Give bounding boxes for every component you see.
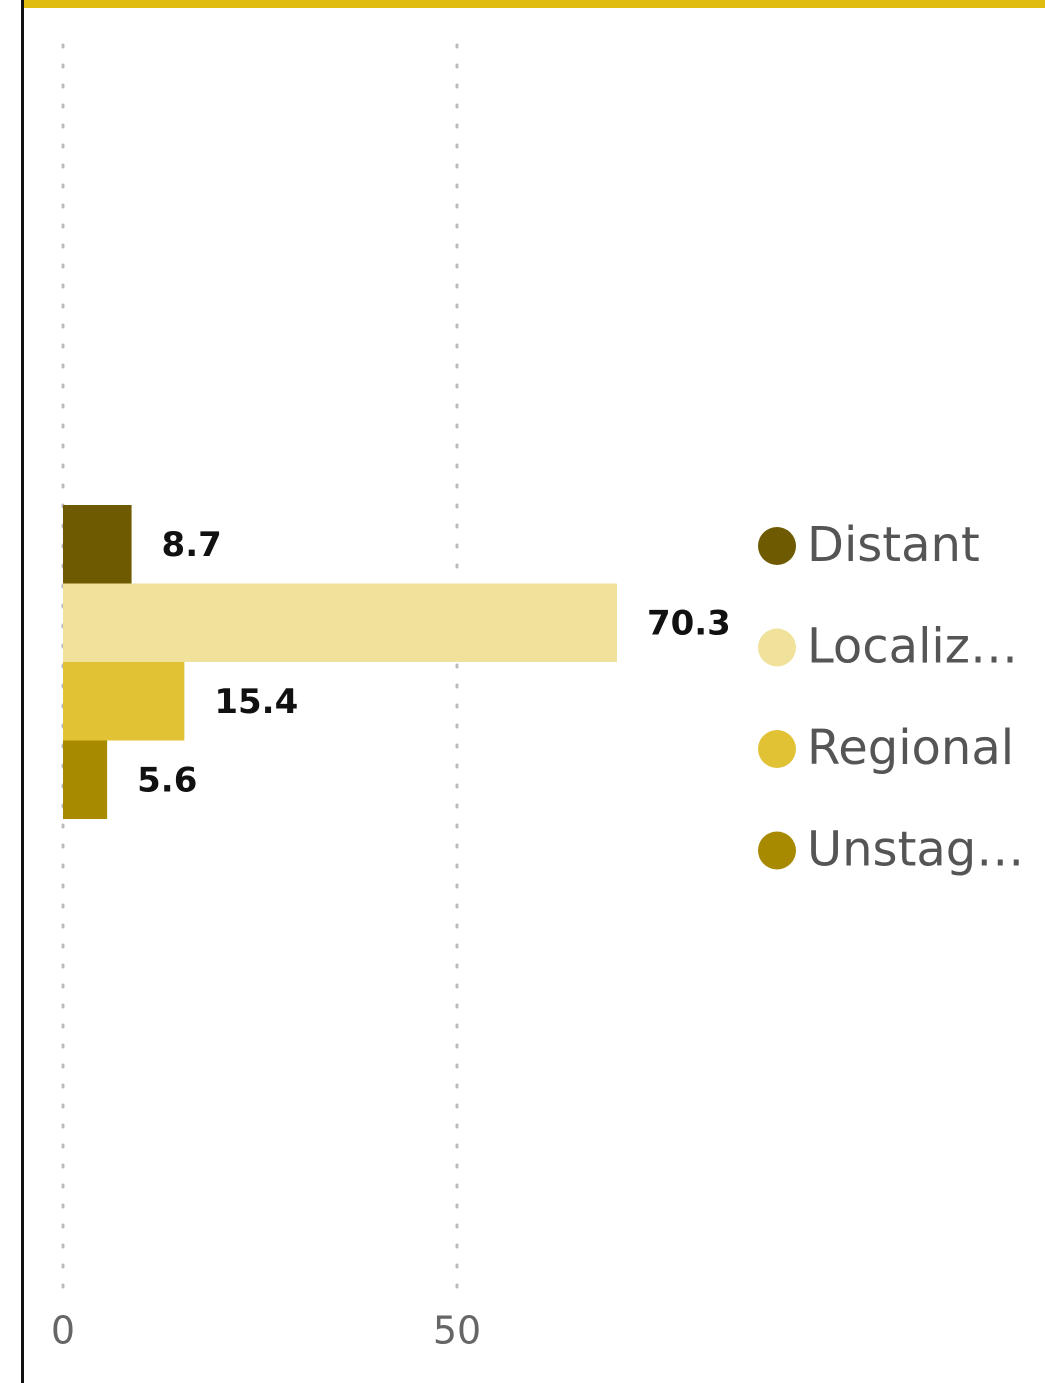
bar [63, 662, 185, 741]
legend-label: Distant [807, 517, 980, 573]
x-tick-label: 50 [433, 1309, 481, 1353]
legend-label: Unstag… [807, 822, 1024, 878]
data-label: 8.7 [162, 525, 222, 565]
bar [63, 583, 617, 662]
legend-swatch [758, 628, 796, 667]
data-label: 70.3 [647, 603, 731, 643]
data-label: 5.6 [137, 760, 197, 800]
data-label: 15.4 [214, 682, 298, 722]
legend-swatch [758, 730, 796, 768]
legend-swatch [758, 527, 796, 565]
bar [63, 740, 108, 819]
x-tick-label: 0 [51, 1309, 75, 1353]
bar [63, 505, 132, 584]
left-border [21, 0, 24, 1383]
legend-label: Localiz… [807, 619, 1018, 675]
legend-label: Regional [807, 720, 1014, 776]
legend-swatch [758, 831, 796, 870]
top-accent [22, 0, 1045, 8]
